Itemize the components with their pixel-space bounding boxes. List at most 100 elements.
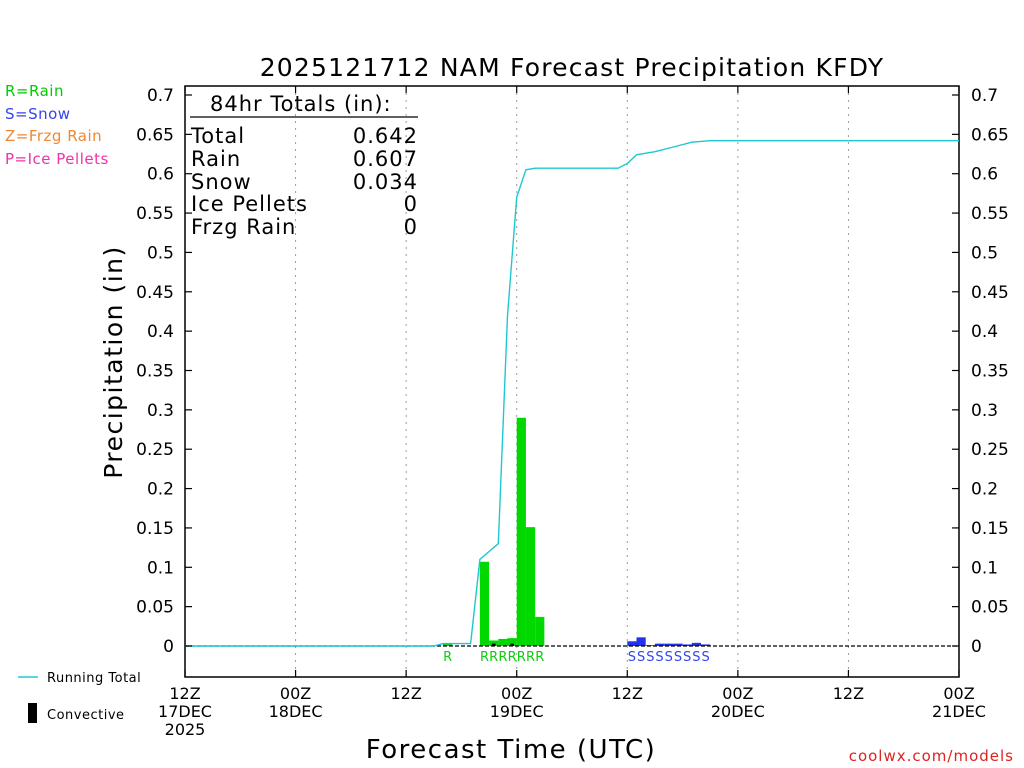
snow-bar bbox=[627, 641, 637, 646]
credit-text: coolwx.com/models bbox=[849, 747, 1014, 765]
y-tick-label-left: 0.25 bbox=[136, 440, 174, 460]
x-tick-label: 18DEC bbox=[269, 702, 323, 721]
x-tick-label: 17DEC bbox=[158, 702, 212, 721]
totals-label-frzg-rain: Frzg Rain bbox=[191, 215, 296, 239]
rain-type-marker: R bbox=[443, 650, 452, 665]
rain-bar bbox=[535, 616, 545, 646]
snow-type-marker: S bbox=[683, 650, 691, 665]
totals-box: 84hr Totals (in): Total 0.642 Rain 0.607… bbox=[190, 92, 418, 239]
y-tick-label-left: 0.35 bbox=[136, 362, 174, 382]
y-tick-label-right: 0.55 bbox=[971, 204, 1009, 224]
x-tick-label: 12Z bbox=[169, 684, 200, 703]
convective-bar bbox=[491, 643, 496, 646]
plot-frame bbox=[184, 85, 960, 678]
rain-type-marker: R bbox=[526, 650, 535, 665]
tick-layer: 0 00.05 0.050.1 0.10.15 0.150.2 0.20.25 0.250.… bbox=[136, 86, 1009, 739]
rain-bar bbox=[516, 417, 526, 646]
y-tick-label-right: 0.7 bbox=[971, 86, 998, 106]
x-axis-label: Forecast Time (UTC) bbox=[366, 735, 657, 765]
totals-value-rain: 0.607 bbox=[353, 147, 418, 171]
snow-bar bbox=[664, 643, 674, 646]
legend-ice-pellets: P=Ice Pellets bbox=[5, 150, 109, 168]
y-tick-label-right: 0.35 bbox=[971, 362, 1009, 382]
snow-type-marker: S bbox=[646, 650, 654, 665]
convective-bar bbox=[510, 643, 514, 646]
totals-label-total: Total bbox=[190, 124, 245, 148]
x-tick-label: 19DEC bbox=[490, 702, 544, 721]
snow-bar bbox=[682, 644, 692, 646]
rain-bar bbox=[489, 640, 499, 646]
y-tick-label-right: 0.5 bbox=[971, 243, 998, 263]
snow-type-marker: S bbox=[692, 650, 700, 665]
y-tick-label-right: 0.6 bbox=[971, 165, 998, 185]
bar-layer bbox=[443, 417, 711, 646]
y-tick-label-right: 0.3 bbox=[971, 401, 998, 421]
x-tick-label: 2025 bbox=[165, 720, 206, 739]
x-tick-label: 00Z bbox=[280, 684, 311, 703]
y-tick-label-left: 0.15 bbox=[136, 519, 174, 539]
snow-bar bbox=[701, 644, 711, 646]
x-tick-label: 21DEC bbox=[932, 702, 986, 721]
x-tick-label: 12Z bbox=[612, 684, 643, 703]
y-tick-label-left: 0 bbox=[163, 637, 174, 657]
legend-snow: S=Snow bbox=[5, 105, 71, 123]
rain-type-marker: R bbox=[508, 650, 517, 665]
rain-type-marker: R bbox=[489, 650, 498, 665]
y-tick-label-right: 0.2 bbox=[971, 480, 998, 500]
totals-value-snow: 0.034 bbox=[353, 170, 418, 194]
y-tick-label-left: 0.3 bbox=[147, 401, 174, 421]
legend-rain: R=Rain bbox=[5, 82, 64, 100]
y-tick-label-right: 0.65 bbox=[971, 125, 1009, 145]
x-tick-label: 12Z bbox=[390, 684, 421, 703]
y-tick-label-right: 0.25 bbox=[971, 440, 1009, 460]
legend-frzg-rain: Z=Frzg Rain bbox=[5, 127, 102, 145]
y-tick-label-left: 0.5 bbox=[147, 243, 174, 263]
rain-bar bbox=[479, 561, 490, 646]
y-tick-label-right: 0.1 bbox=[971, 558, 998, 578]
rain-type-marker: R bbox=[535, 650, 544, 665]
snow-type-marker: S bbox=[655, 650, 663, 665]
rain-bar bbox=[525, 527, 536, 646]
x-tick-label: 00Z bbox=[943, 684, 974, 703]
snow-type-marker: S bbox=[674, 650, 682, 665]
rain-type-marker: R bbox=[480, 650, 489, 665]
y-tick-label-left: 0.7 bbox=[147, 86, 174, 106]
snow-bar bbox=[654, 643, 665, 646]
y-tick-label-left: 0.4 bbox=[147, 322, 174, 342]
chart-title: 2025121712 NAM Forecast Precipitation KF… bbox=[260, 53, 885, 82]
totals-value-frzg-rain: 0 bbox=[404, 215, 418, 239]
x-tick-label: 20DEC bbox=[711, 702, 765, 721]
rain-type-marker: R bbox=[498, 650, 507, 665]
totals-label-ice-pellets: Ice Pellets bbox=[191, 192, 308, 216]
legend-running-total-label: Running Total bbox=[47, 671, 141, 686]
y-tick-label-left: 0.55 bbox=[136, 204, 174, 224]
y-tick-label-left: 0.45 bbox=[136, 283, 174, 303]
y-tick-label-left: 0.2 bbox=[147, 480, 174, 500]
snow-type-marker: S bbox=[628, 650, 636, 665]
x-tick-label: 00Z bbox=[501, 684, 532, 703]
totals-label-rain: Rain bbox=[191, 147, 241, 171]
line-layer bbox=[185, 139, 959, 647]
totals-value-total: 0.642 bbox=[353, 124, 418, 148]
totals-value-ice-pellets: 0 bbox=[404, 192, 418, 216]
y-tick-label-right: 0.45 bbox=[971, 283, 1009, 303]
snow-type-marker: S bbox=[701, 650, 709, 665]
y-tick-label-left: 0.65 bbox=[136, 125, 174, 145]
x-tick-label: 12Z bbox=[833, 684, 864, 703]
legend-convective-swatch bbox=[28, 703, 37, 723]
y-tick-label-left: 0.6 bbox=[147, 165, 174, 185]
rain-bar bbox=[498, 638, 508, 646]
snow-bar bbox=[691, 642, 701, 646]
running-total-line bbox=[185, 139, 959, 647]
y-tick-label-left: 0.05 bbox=[136, 598, 174, 618]
snow-type-marker: S bbox=[637, 650, 645, 665]
y-tick-label-right: 0 bbox=[971, 637, 982, 657]
rain-type-marker: R bbox=[517, 650, 526, 665]
snow-bar bbox=[636, 637, 646, 646]
y-tick-label-right: 0.4 bbox=[971, 322, 998, 342]
rain-bar bbox=[443, 643, 453, 646]
y-tick-label-right: 0.05 bbox=[971, 598, 1009, 618]
rain-bar bbox=[507, 638, 517, 646]
y-axis-label: Precipitation (in) bbox=[99, 245, 128, 479]
